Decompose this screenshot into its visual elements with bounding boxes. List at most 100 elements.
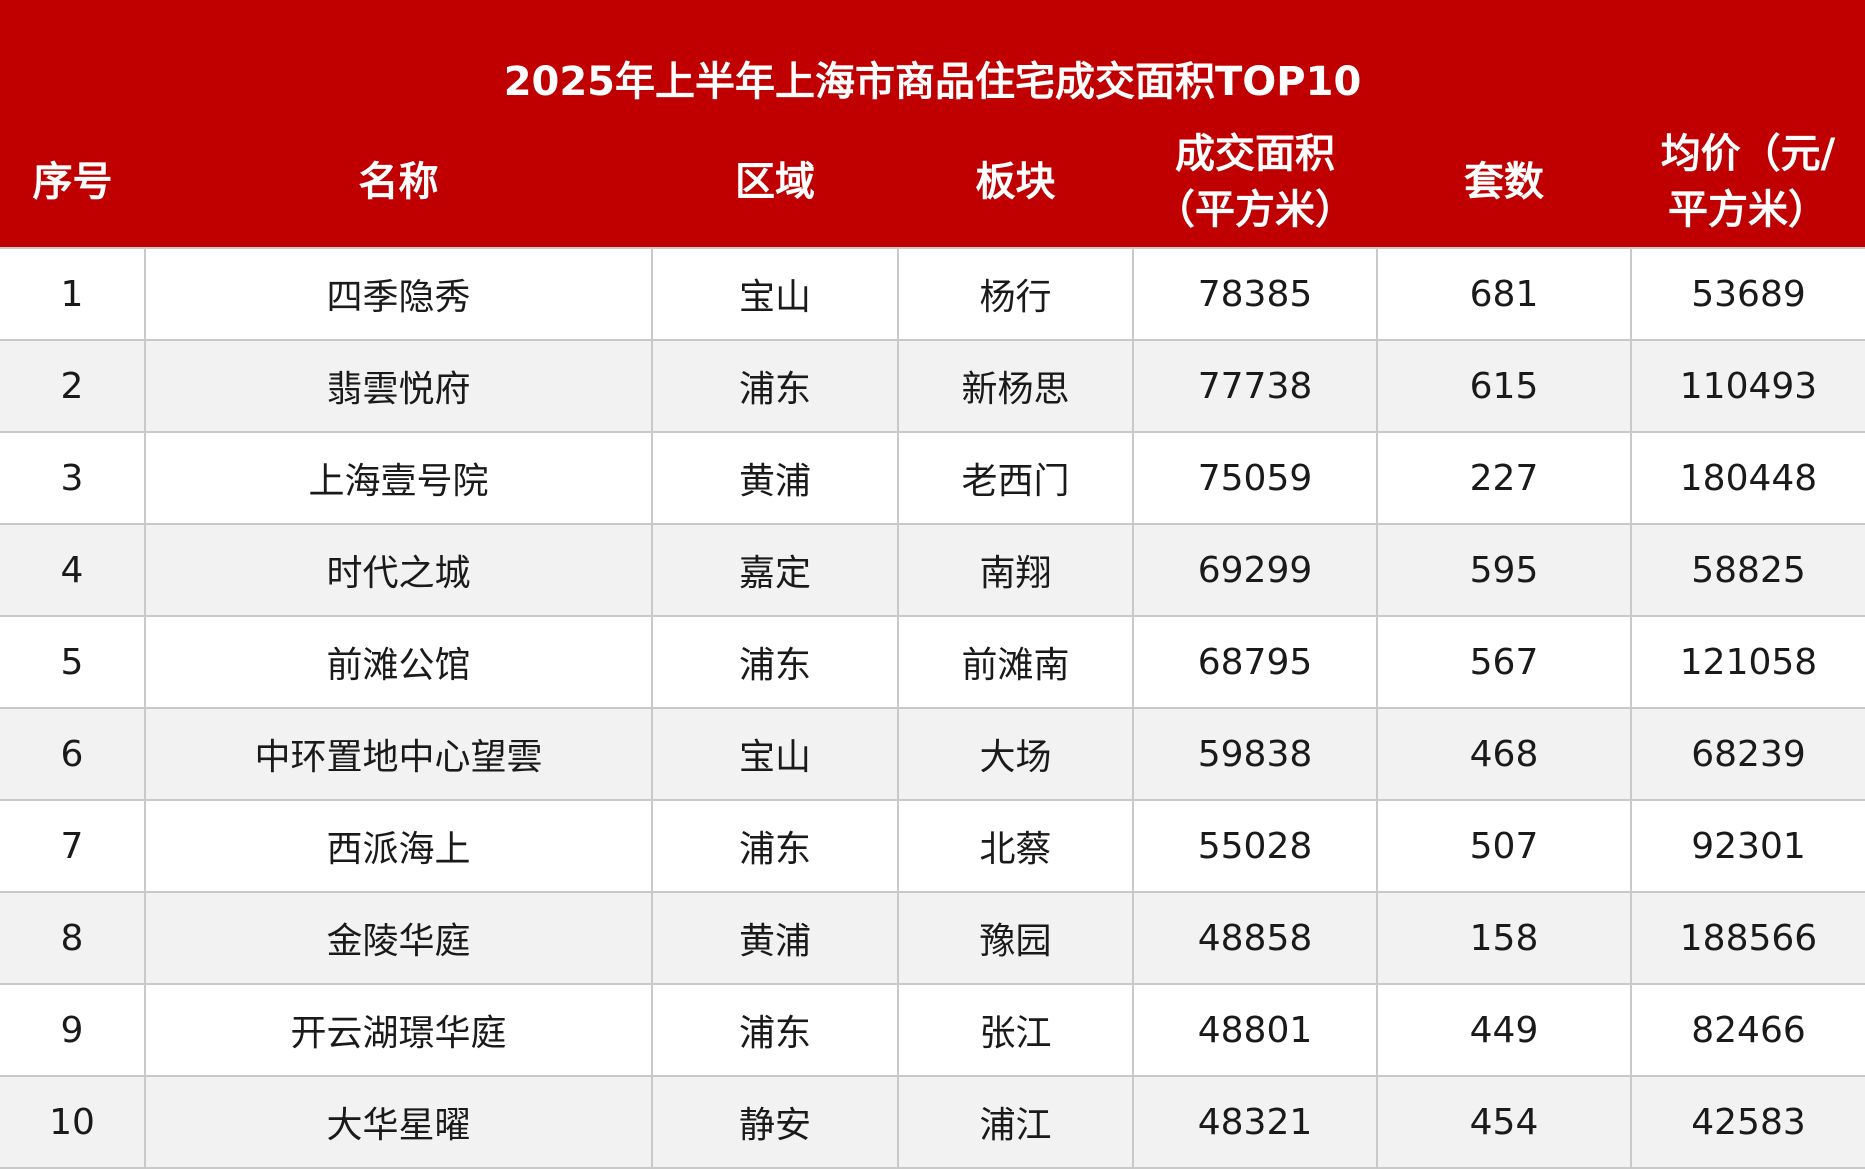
header-row: 序号 名称 区域 板块 成交面积 （平方米） 套数 均价（元/平方米） [0, 117, 1865, 248]
cell-sector: 南翔 [897, 523, 1134, 617]
table-row: 1 四季隐秀 宝山 杨行 78385 681 53689 [0, 247, 1865, 341]
cell-index: 3 [0, 431, 146, 525]
cell-index: 10 [0, 1075, 146, 1169]
cell-name: 时代之城 [144, 523, 653, 617]
cell-district: 浦东 [651, 983, 899, 1077]
cell-area: 75059 [1132, 431, 1378, 525]
cell-units: 615 [1376, 339, 1632, 433]
column-header-area: 成交面积 （平方米） [1133, 117, 1377, 248]
cell-district: 黄浦 [651, 431, 899, 525]
column-header-district: 区域 [652, 117, 898, 248]
cell-area: 55028 [1132, 799, 1378, 893]
cell-district: 宝山 [651, 707, 899, 801]
column-header-line: 套数 [1464, 159, 1544, 205]
title-row: 2025年上半年上海市商品住宅成交面积TOP10 [0, 0, 1865, 117]
cell-sector: 北蔡 [897, 799, 1134, 893]
cell-units: 449 [1376, 983, 1632, 1077]
cell-area: 68795 [1132, 615, 1378, 709]
cell-units: 681 [1376, 247, 1632, 341]
cell-units: 454 [1376, 1075, 1632, 1169]
cell-avg-price: 180448 [1630, 431, 1865, 525]
table-row: 8 金陵华庭 黄浦 豫园 48858 158 188566 [0, 891, 1865, 985]
column-header-name: 名称 [145, 117, 652, 248]
cell-sector: 张江 [897, 983, 1134, 1077]
cell-avg-price: 58825 [1630, 523, 1865, 617]
table-row: 9 开云湖璟华庭 浦东 张江 48801 449 82466 [0, 983, 1865, 1077]
cell-sector: 杨行 [897, 247, 1134, 341]
cell-name: 上海壹号院 [144, 431, 653, 525]
column-header-index: 序号 [0, 117, 145, 248]
cell-name: 翡雲悦府 [144, 339, 653, 433]
table-row: 6 中环置地中心望雲 宝山 大场 59838 468 68239 [0, 707, 1865, 801]
column-header-line: 序号 [32, 159, 113, 205]
table-row: 2 翡雲悦府 浦东 新杨思 77738 615 110493 [0, 339, 1865, 433]
table-body: 1 四季隐秀 宝山 杨行 78385 681 53689 2 翡雲悦府 浦东 新杨思 77738 615… [0, 247, 1865, 1169]
cell-area: 69299 [1132, 523, 1378, 617]
cell-sector: 浦江 [897, 1075, 1134, 1169]
cell-name: 西派海上 [144, 799, 653, 893]
cell-units: 595 [1376, 523, 1632, 617]
cell-avg-price: 110493 [1630, 339, 1865, 433]
cell-index: 7 [0, 799, 146, 893]
cell-index: 2 [0, 339, 146, 433]
cell-sector: 新杨思 [897, 339, 1134, 433]
cell-district: 浦东 [651, 799, 899, 893]
cell-units: 468 [1376, 707, 1632, 801]
cell-name: 金陵华庭 [144, 891, 653, 985]
cell-index: 1 [0, 247, 146, 341]
cell-avg-price: 53689 [1630, 247, 1865, 341]
cell-avg-price: 82466 [1630, 983, 1865, 1077]
cell-index: 6 [0, 707, 146, 801]
column-header-line: 均价（元/ [1660, 131, 1836, 177]
column-header-sector: 板块 [898, 117, 1133, 248]
cell-area: 48858 [1132, 891, 1378, 985]
table-row: 4 时代之城 嘉定 南翔 69299 595 58825 [0, 523, 1865, 617]
cell-district: 静安 [651, 1075, 899, 1169]
cell-avg-price: 42583 [1630, 1075, 1865, 1169]
cell-avg-price: 68239 [1630, 707, 1865, 801]
cell-area: 48321 [1132, 1075, 1378, 1169]
cell-district: 浦东 [651, 339, 899, 433]
table-row: 10 大华星曜 静安 浦江 48321 454 42583 [0, 1075, 1865, 1169]
column-header-line: 板块 [975, 159, 1056, 205]
cell-avg-price: 92301 [1630, 799, 1865, 893]
cell-district: 宝山 [651, 247, 899, 341]
cell-name: 大华星曜 [144, 1075, 653, 1169]
cell-district: 嘉定 [651, 523, 899, 617]
cell-units: 158 [1376, 891, 1632, 985]
table-row: 5 前滩公馆 浦东 前滩南 68795 567 121058 [0, 615, 1865, 709]
cell-index: 5 [0, 615, 146, 709]
column-header-units: 套数 [1377, 117, 1631, 248]
cell-name: 中环置地中心望雲 [144, 707, 653, 801]
cell-name: 开云湖璟华庭 [144, 983, 653, 1077]
column-header-line: 名称 [358, 159, 439, 205]
cell-avg-price: 121058 [1630, 615, 1865, 709]
cell-area: 59838 [1132, 707, 1378, 801]
cell-sector: 豫园 [897, 891, 1134, 985]
cell-units: 507 [1376, 799, 1632, 893]
cell-avg-price: 188566 [1630, 891, 1865, 985]
cell-index: 8 [0, 891, 146, 985]
table-row: 3 上海壹号院 黄浦 老西门 75059 227 180448 [0, 431, 1865, 525]
cell-units: 567 [1376, 615, 1632, 709]
table-title: 2025年上半年上海市商品住宅成交面积TOP10 [0, 0, 1865, 117]
cell-units: 227 [1376, 431, 1632, 525]
column-header-line: 平方米） [1668, 187, 1828, 233]
cell-area: 48801 [1132, 983, 1378, 1077]
column-header-line: 区域 [735, 159, 815, 205]
cell-index: 4 [0, 523, 146, 617]
cell-district: 黄浦 [651, 891, 899, 985]
table-row: 7 西派海上 浦东 北蔡 55028 507 92301 [0, 799, 1865, 893]
cell-name: 前滩公馆 [144, 615, 653, 709]
column-header-line: （平方米） [1155, 187, 1355, 233]
cell-sector: 大场 [897, 707, 1134, 801]
cell-sector: 老西门 [897, 431, 1134, 525]
cell-area: 77738 [1132, 339, 1378, 433]
column-header-line: 成交面积 [1175, 131, 1335, 177]
cell-area: 78385 [1132, 247, 1378, 341]
cell-district: 浦东 [651, 615, 899, 709]
cell-index: 9 [0, 983, 146, 1077]
column-header-avg-price: 均价（元/平方米） [1631, 117, 1865, 248]
